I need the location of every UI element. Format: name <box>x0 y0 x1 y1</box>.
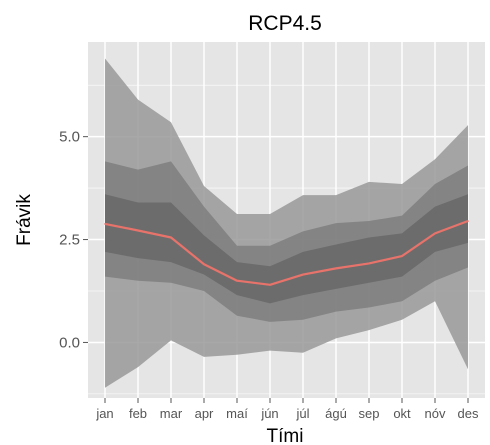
x-tick-label: jún <box>260 406 278 421</box>
data-point <box>104 223 106 225</box>
y-tick-label: 2.5 <box>59 232 80 249</box>
x-tick-label: apr <box>195 406 214 421</box>
x-tick-label: júl <box>295 406 309 421</box>
data-point <box>137 229 139 232</box>
data-point <box>302 273 304 276</box>
data-point <box>203 263 205 266</box>
x-tick-label: des <box>458 406 479 421</box>
x-tick-label: nóv <box>425 406 446 421</box>
x-tick-label: jan <box>95 406 113 421</box>
data-point <box>335 267 337 270</box>
x-axis-ticks: jan feb mar apr maí jún júl ágú sep okt nóv des <box>95 398 479 421</box>
y-tick-label: 0.0 <box>59 334 80 351</box>
data-point <box>170 236 172 239</box>
median-series <box>104 219 469 286</box>
data-point <box>236 279 238 282</box>
y-tick-label: 5.0 <box>59 129 80 146</box>
median-line <box>104 219 469 286</box>
data-point <box>401 255 403 257</box>
y-axis-ticks: 0.0 2.5 5.0 <box>59 129 88 351</box>
quantile-bands <box>105 58 468 388</box>
x-tick-label: okt <box>393 406 411 421</box>
inner-band <box>105 194 468 304</box>
x-tick-label: maí <box>226 406 248 421</box>
data-point <box>368 262 370 265</box>
x-tick-label: feb <box>129 406 147 421</box>
y-axis-title: Frávik <box>14 194 35 246</box>
data-point <box>467 220 469 222</box>
middle-band <box>105 161 468 322</box>
x-axis-title: Tími <box>267 426 304 445</box>
chart-title: RCP4.5 <box>248 12 322 35</box>
x-tick-label: ágú <box>325 406 347 421</box>
data-point <box>269 284 271 286</box>
x-tick-label: mar <box>160 406 183 421</box>
x-tick-label: sep <box>359 406 380 421</box>
data-point <box>434 232 436 235</box>
